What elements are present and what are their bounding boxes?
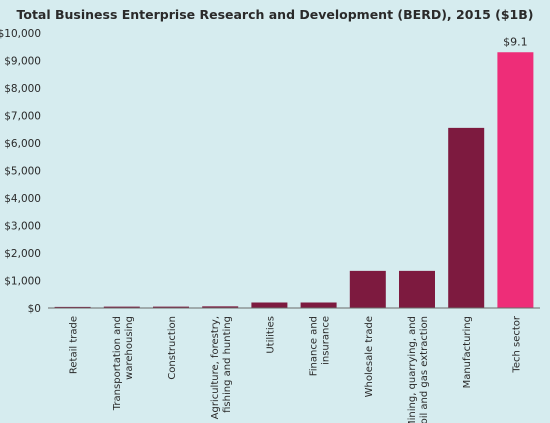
x-tick-label: Retail trade [69,316,80,374]
x-tick-label: Tech sector [511,315,522,373]
bar-2 [153,306,189,308]
x-tick-label: Finance and insurance [309,316,332,376]
y-tick-label: $7,000 [4,111,41,123]
x-tick-label-line: Finance and [309,316,320,376]
data-label: $9.1 [503,35,528,48]
x-tick-label-line: insurance [321,316,332,365]
x-tick-label-line: Construction [167,316,178,380]
x-axis: Retail trade Transportation and warehousin… [48,307,540,423]
x-tick-label: Utilities [265,316,276,354]
x-tick-label-line: Manufacturing [462,316,473,388]
y-tick-label: $6,000 [4,138,41,150]
x-tick-label: Transportation and warehousing [112,316,135,411]
x-tick-label: Manufacturing [462,316,473,388]
x-tick-label: Agriculture, forestry, fishing and huntin… [210,316,233,419]
x-tick-label-line: warehousing [124,316,135,380]
y-tick-label: $9,000 [4,56,41,68]
x-tick-label-line: Tech sector [511,315,522,373]
y-tick-label: $8,000 [4,83,41,95]
bar-0 [54,306,91,308]
chart-title: Total Business Enterprise Research and D… [16,7,533,22]
x-tick-label-line: Utilities [265,316,276,354]
bars [54,52,534,308]
x-tick-label-line: oil and gas extraction [419,316,430,423]
x-tick-label: Construction [167,316,178,380]
bar-8 [448,127,485,308]
x-tick-label: Wholesale trade [364,316,375,397]
y-tick-label: $5,000 [4,166,41,178]
bar-1 [103,306,140,308]
x-tick-label-line: fishing and hunting [222,316,233,413]
bar-4 [251,302,288,308]
bar-6 [349,270,386,308]
x-tick-label-line: Retail trade [69,316,80,374]
x-tick-label-line: Mining, quarrying, and [407,316,418,423]
y-axis: $0 $1,000 $2,000 $3,000 $4,000 $5,000 $6,000 $7… [0,28,41,315]
x-tick-label-line: Agriculture, forestry, [210,316,221,419]
y-tick-label: $10,000 [0,28,41,40]
y-tick-label: $1,000 [4,276,41,288]
y-tick-label: $3,000 [4,221,41,233]
bar-9 [497,52,534,308]
x-tick-label-line: Wholesale trade [364,316,375,397]
x-tick-label-line: Transportation and [112,316,123,411]
y-tick-label: $0 [28,303,41,315]
data-labels: $9.1 [503,35,528,48]
bar-3 [202,306,239,308]
y-tick-label: $2,000 [4,248,41,260]
bar-7 [399,270,435,308]
bar-5 [300,302,337,308]
x-tick-label: Mining, quarrying, and oil and gas extrac… [407,316,430,423]
y-tick-label: $4,000 [4,193,41,205]
